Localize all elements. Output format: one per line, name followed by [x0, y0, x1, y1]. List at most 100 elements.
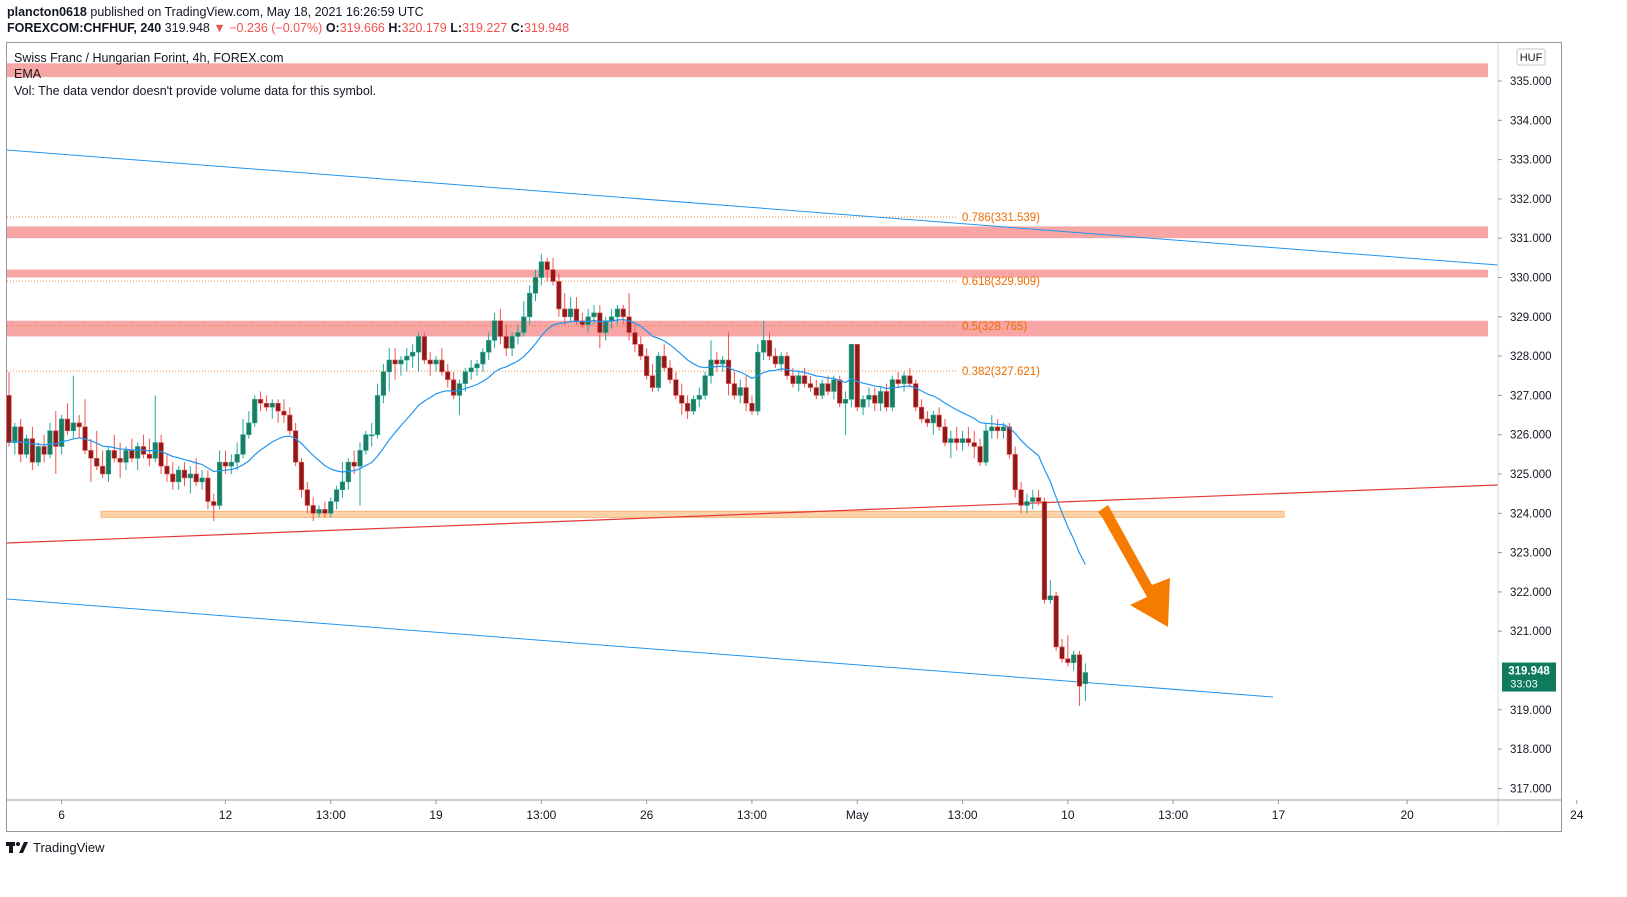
candle-body [480, 351, 486, 365]
candle-body [749, 402, 755, 412]
candle-body [608, 316, 615, 322]
candle-body [158, 442, 164, 467]
candle-body [725, 359, 732, 384]
candle-body [860, 399, 866, 408]
candle-body [532, 277, 539, 294]
legend-title: Swiss Franc / Hungarian Forint, 4h, FORE… [14, 51, 284, 65]
candle-body [913, 383, 919, 408]
candle-body [562, 308, 568, 318]
channel-upper-line [6, 149, 1499, 266]
candle-body [316, 509, 322, 514]
fib-level-label: 0.5(328.765) [962, 321, 1027, 333]
price-tick-label: 321.000 [1510, 626, 1552, 638]
price-tick-label: 335.000 [1510, 76, 1552, 88]
candle-body [1036, 497, 1042, 502]
candle-body [246, 422, 252, 436]
candle-body [328, 501, 334, 514]
candle-body [374, 395, 381, 435]
price-tick-label: 322.000 [1510, 587, 1552, 599]
symbol-line: FOREXCOM:CHFHUF, 240 319.948 ▼ −0.236 (−… [7, 21, 569, 36]
candle-body [123, 450, 129, 463]
time-tick-label: 12 [219, 808, 233, 822]
candle-body [959, 438, 966, 443]
candle-body [866, 395, 872, 400]
candle-body [6, 395, 12, 443]
candle-body [76, 422, 82, 428]
candle-body [889, 379, 895, 408]
candle-body [720, 359, 726, 365]
candle-body [53, 430, 59, 447]
ema-layer [8, 318, 1086, 565]
candle-body [468, 367, 474, 373]
candle-body [825, 383, 831, 392]
candle-body [164, 465, 170, 475]
candle-body [193, 473, 199, 483]
candle-body [257, 399, 264, 404]
publish-line: plancton0618 published on TradingView.co… [7, 5, 424, 20]
candle-body [743, 387, 749, 404]
time-tick-label: May [846, 808, 869, 822]
candle-body [573, 308, 580, 322]
candle-body [234, 454, 240, 463]
legend-ema[interactable]: EMA [14, 67, 42, 81]
candle-body [23, 438, 30, 455]
candle-body [684, 402, 691, 412]
candle-body [784, 355, 790, 377]
candle-body [708, 359, 714, 377]
candle-body [831, 379, 837, 392]
candle-body [644, 355, 650, 377]
candle-body [755, 351, 761, 412]
author-name[interactable]: plancton0618 [7, 5, 87, 19]
candle-body [357, 450, 363, 467]
candle-body [18, 426, 24, 455]
price-tick-label: 325.000 [1510, 469, 1552, 481]
candle-body [521, 316, 527, 333]
candle-body [351, 461, 357, 467]
publication-header: plancton0618 published on TradingView.co… [7, 0, 1607, 42]
price-tick-label: 332.000 [1510, 194, 1552, 206]
time-tick-label: 10 [1061, 808, 1075, 822]
countdown-label: 33:03 [1510, 679, 1538, 691]
candle-body [796, 375, 802, 384]
candle-body [854, 344, 860, 408]
candle-body [626, 316, 632, 333]
candle-body [1018, 489, 1024, 506]
price-tick-label: 323.000 [1510, 548, 1552, 560]
candle-body [1059, 646, 1065, 660]
low-value: 319.227 [462, 21, 508, 35]
high-label: H: [388, 21, 402, 35]
candle-body [181, 469, 188, 479]
candle-body [35, 446, 41, 463]
legend-volume[interactable]: Vol: The data vendor doesn't provide vol… [14, 84, 376, 98]
candle-body [842, 399, 849, 404]
candle-body [310, 505, 316, 514]
last-price: 319.948 [164, 21, 210, 35]
low-label: L: [450, 21, 463, 35]
tradingview-footer[interactable]: TradingView [6, 836, 105, 858]
candle-body [954, 438, 960, 443]
candle-body [1041, 501, 1048, 601]
trendlines-layer [6, 149, 1499, 698]
tradingview-brand: TradingView [33, 839, 105, 855]
zone-band [7, 320, 1488, 337]
down-triangle-icon: ▼ [213, 21, 226, 35]
candle-body [620, 308, 626, 318]
candle-body [450, 379, 457, 396]
current-price-tag [1502, 662, 1556, 692]
candle-body [298, 461, 305, 491]
candle-body [187, 473, 193, 479]
candle-body [146, 454, 153, 459]
close-label: C: [510, 21, 524, 35]
candle-body [907, 375, 913, 384]
candle-body [731, 383, 737, 396]
zones-layer [7, 63, 1488, 518]
candle-body [117, 457, 123, 463]
candle-body [673, 379, 679, 396]
candle-body [965, 438, 971, 443]
candles-layer [6, 253, 1088, 706]
candle-body [638, 344, 644, 357]
candle-body [339, 481, 346, 491]
time-tick-label: 13:00 [526, 808, 556, 822]
down-arrow-icon [1098, 505, 1170, 627]
